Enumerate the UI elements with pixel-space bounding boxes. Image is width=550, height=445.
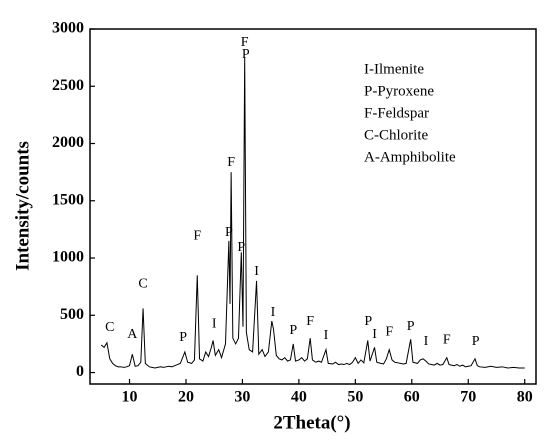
peak-label: I	[372, 327, 377, 342]
peak-label: P	[364, 314, 372, 329]
x-tick-label: 30	[234, 389, 250, 406]
peak-label: I	[212, 317, 217, 332]
y-tick-label: 0	[76, 363, 84, 380]
peak-label: F	[385, 325, 393, 340]
peak-label: F	[241, 35, 249, 50]
peak-label: P	[237, 240, 245, 255]
peak-label: P	[472, 334, 480, 349]
x-tick-label: 50	[347, 389, 363, 406]
y-tick-label: 1000	[52, 249, 84, 266]
x-tick-label: 80	[517, 389, 533, 406]
plot-frame	[89, 28, 537, 385]
y-tick-label: 3000	[52, 20, 84, 37]
peak-label: P	[289, 323, 297, 338]
y-tick-label: 1500	[52, 191, 84, 208]
peak-label: P	[225, 225, 233, 240]
peak-label: F	[193, 228, 201, 243]
x-tick-label: 10	[122, 389, 138, 406]
peak-label: F	[443, 333, 451, 348]
legend-entry: F-Feldspar	[364, 105, 429, 121]
peak-label: I	[271, 305, 276, 320]
legend-entry: A-Amphibolite	[364, 149, 456, 165]
x-tick-label: 40	[291, 389, 307, 406]
peak-label: F	[227, 155, 235, 170]
y-tick-label: 500	[60, 306, 84, 323]
peak-label: C	[105, 320, 114, 335]
x-tick-label: 70	[460, 389, 476, 406]
peak-label: P	[179, 330, 187, 345]
peak-label: P	[242, 47, 250, 62]
peak-label: C	[138, 277, 147, 292]
peak-label: I	[324, 328, 329, 343]
peak-label: I	[424, 334, 429, 349]
peak-label: P	[407, 319, 415, 334]
x-tick-label: 60	[404, 389, 420, 406]
peak-label: I	[254, 264, 259, 279]
legend-entry: I-Ilmenite	[364, 61, 424, 77]
peak-label: F	[306, 314, 314, 329]
data-line	[100, 57, 525, 369]
peak-label: A	[127, 327, 138, 342]
y-axis-label: Intensity/counts	[12, 141, 33, 271]
x-axis-label: 2Theta(°)	[273, 412, 350, 433]
y-tick-label: 2000	[52, 134, 84, 151]
x-tick-label: 20	[178, 389, 194, 406]
y-tick-label: 2500	[52, 77, 84, 94]
legend-entry: C-Chlorite	[364, 127, 429, 143]
legend-entry: P-Pyroxene	[364, 83, 434, 99]
